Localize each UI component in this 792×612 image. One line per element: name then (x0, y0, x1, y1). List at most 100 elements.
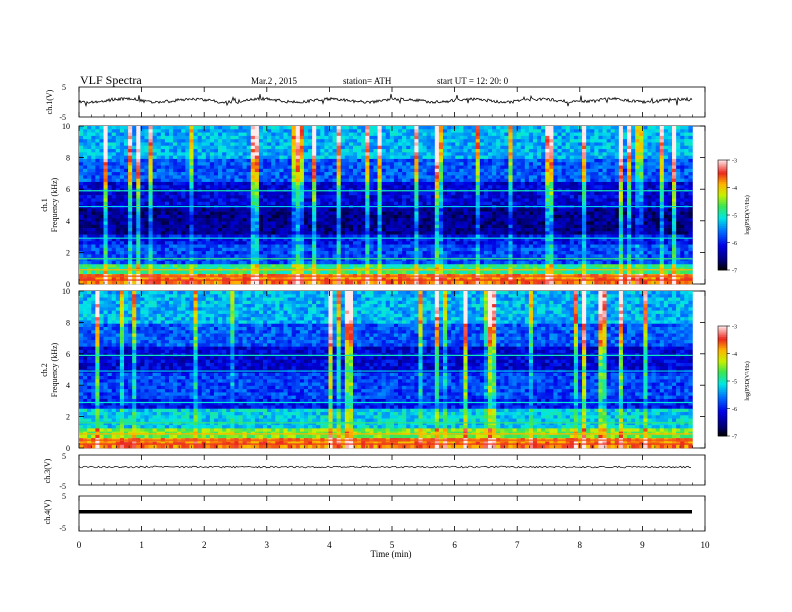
spectrogram-cell (189, 211, 194, 216)
spectrogram-cell (426, 129, 432, 133)
spectrogram-cell (418, 126, 423, 130)
spectrogram-cell (189, 158, 194, 163)
spectrogram-cell (512, 172, 517, 176)
spectrogram-cell (181, 198, 186, 203)
spectrogram-cell (361, 135, 366, 140)
spectrogram-cell (438, 165, 444, 170)
spectrogram-cell (541, 224, 546, 229)
spectrogram-cell (209, 224, 215, 229)
spectrogram-cell (348, 231, 354, 235)
spectrogram-cell (152, 181, 158, 186)
spectrogram-cell (197, 181, 202, 186)
spectrogram-cell (414, 152, 419, 156)
spectrogram-cell (128, 139, 133, 143)
spectrogram-cell (577, 181, 583, 186)
spectrogram-cell (123, 211, 129, 216)
spectrogram-cell (119, 191, 125, 196)
spectrogram-cell (177, 208, 182, 212)
spectrogram-cell (639, 218, 644, 222)
spectrogram-cell (598, 155, 603, 160)
spectrogram-cell (496, 218, 501, 222)
spectrogram-cell (308, 211, 313, 216)
spectrogram-cell (635, 198, 640, 203)
spectrogram-cell (606, 135, 611, 140)
spectrogram-cell (79, 231, 84, 235)
spectrogram-cell (504, 214, 509, 219)
spectrogram-cell (373, 165, 378, 170)
spectrogram-cell (279, 231, 284, 235)
spectrogram-cell (443, 126, 448, 130)
spectrogram-cell (87, 224, 92, 229)
spectrogram-cell (471, 162, 477, 166)
spectrogram-cell (418, 129, 423, 133)
spectrogram-cell (267, 139, 272, 143)
spectrogram-cell (418, 214, 423, 219)
spectrogram-cell (398, 145, 403, 150)
spectrogram-cell (308, 135, 313, 140)
spectrogram-cell (340, 145, 346, 150)
spectrogram-cell (332, 149, 337, 153)
spectrogram-cell (467, 132, 472, 137)
spectrogram-cell (79, 126, 84, 130)
spectrogram-cell (516, 132, 522, 137)
spectrogram-cell (107, 198, 113, 203)
spectrogram-cell (631, 142, 636, 147)
spectrogram-cell (434, 149, 440, 153)
spectrogram-cell (602, 158, 607, 163)
spectrogram-cell (316, 129, 321, 133)
spectrogram-cell (324, 178, 329, 183)
spectrogram-cell (406, 165, 411, 170)
spectrogram-cell (676, 178, 681, 183)
spectrogram-cell (680, 162, 685, 166)
spectrogram-cell (672, 162, 677, 166)
spectrogram-cell (119, 158, 125, 163)
spectrogram-cell (107, 139, 113, 143)
spectrogram-cell (336, 185, 342, 189)
spectrogram-cell (263, 168, 268, 173)
spectrogram-cell (279, 208, 284, 212)
spectrogram-cell (95, 211, 100, 216)
spectrogram-cell (537, 165, 542, 170)
spectrogram-cell (128, 152, 133, 156)
spectrogram-cell (193, 172, 198, 176)
spectrogram-cell (631, 165, 636, 170)
spectrogram-cell (283, 142, 288, 147)
spectrogram-cell (430, 129, 436, 133)
spectrogram-cell (500, 126, 505, 130)
spectrogram-cell (316, 191, 321, 196)
spectrogram-cell (618, 142, 624, 147)
spectrogram-cell (160, 132, 166, 137)
spectrogram-cell (222, 181, 227, 186)
spectrogram-cell (83, 142, 88, 147)
spectrogram-cell (492, 165, 497, 170)
spectrogram-cell (430, 162, 436, 166)
spectrogram-cell (532, 126, 538, 130)
spectrogram-cell (79, 201, 84, 206)
spectrogram-cell (111, 129, 117, 133)
spectrogram-cell (222, 224, 227, 229)
spectrogram-cell (115, 201, 121, 206)
spectrogram-cell (152, 129, 158, 133)
spectrogram-cell (279, 165, 284, 170)
spectrogram-cell (152, 139, 158, 143)
spectrogram-cell (271, 218, 276, 222)
spectrogram-cell (532, 228, 538, 232)
spectrogram-cell (524, 158, 530, 163)
spectrogram-cell (287, 165, 292, 170)
spectrogram-cell (271, 175, 276, 179)
spectrogram-cell (651, 168, 656, 173)
spectrogram-cell (549, 165, 554, 170)
spectrogram-cell (369, 149, 374, 153)
spectrogram-cell (569, 162, 575, 166)
spectrogram-cell (590, 201, 595, 206)
spectrogram-cell (398, 142, 403, 147)
spectrogram-cell (168, 214, 174, 219)
spectrogram-cell (422, 208, 427, 212)
spectrogram-cell (201, 201, 207, 206)
spectrogram-cell (283, 172, 288, 176)
spectrogram-cell (209, 172, 215, 176)
spectrogram-cell (336, 231, 342, 235)
spectrogram-cell (230, 165, 235, 170)
spectrogram-cell (672, 178, 677, 183)
spectrogram-cell (541, 198, 546, 203)
